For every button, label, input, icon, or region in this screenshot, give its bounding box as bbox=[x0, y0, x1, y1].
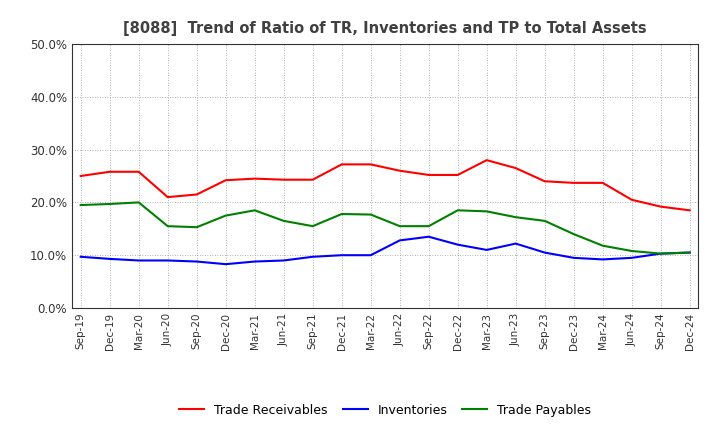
Inventories bbox=[135, 258, 143, 263]
Trade Receivables bbox=[105, 169, 114, 174]
Trade Payables bbox=[685, 250, 694, 255]
Trade Receivables bbox=[366, 162, 375, 167]
Trade Receivables bbox=[192, 192, 201, 197]
Title: [8088]  Trend of Ratio of TR, Inventories and TP to Total Assets: [8088] Trend of Ratio of TR, Inventories… bbox=[123, 21, 647, 36]
Trade Payables bbox=[395, 224, 404, 229]
Line: Trade Receivables: Trade Receivables bbox=[81, 160, 690, 210]
Line: Inventories: Inventories bbox=[81, 237, 690, 264]
Inventories bbox=[482, 247, 491, 253]
Inventories bbox=[105, 256, 114, 261]
Inventories bbox=[251, 259, 259, 264]
Trade Payables bbox=[192, 224, 201, 230]
Trade Payables bbox=[221, 213, 230, 218]
Trade Payables bbox=[454, 208, 462, 213]
Inventories bbox=[541, 250, 549, 255]
Trade Receivables bbox=[76, 173, 85, 179]
Trade Payables bbox=[627, 248, 636, 253]
Trade Receivables bbox=[541, 179, 549, 184]
Inventories bbox=[627, 255, 636, 260]
Trade Receivables bbox=[163, 194, 172, 200]
Trade Receivables bbox=[251, 176, 259, 181]
Trade Receivables bbox=[570, 180, 578, 186]
Trade Payables bbox=[163, 224, 172, 229]
Trade Receivables bbox=[279, 177, 288, 182]
Trade Payables bbox=[424, 224, 433, 229]
Trade Payables bbox=[76, 202, 85, 208]
Inventories bbox=[570, 255, 578, 260]
Inventories bbox=[511, 241, 520, 246]
Trade Receivables bbox=[424, 172, 433, 178]
Trade Receivables bbox=[395, 168, 404, 173]
Trade Payables bbox=[511, 215, 520, 220]
Legend: Trade Receivables, Inventories, Trade Payables: Trade Receivables, Inventories, Trade Pa… bbox=[174, 399, 596, 422]
Trade Payables bbox=[279, 218, 288, 224]
Trade Payables bbox=[308, 224, 317, 229]
Trade Receivables bbox=[657, 204, 665, 209]
Trade Payables bbox=[366, 212, 375, 217]
Inventories bbox=[221, 261, 230, 267]
Inventories bbox=[395, 238, 404, 243]
Trade Payables bbox=[482, 209, 491, 214]
Inventories bbox=[76, 254, 85, 260]
Inventories bbox=[279, 258, 288, 263]
Line: Trade Payables: Trade Payables bbox=[81, 202, 690, 253]
Inventories bbox=[308, 254, 317, 260]
Trade Receivables bbox=[511, 165, 520, 171]
Trade Receivables bbox=[685, 208, 694, 213]
Trade Receivables bbox=[598, 180, 607, 186]
Trade Receivables bbox=[454, 172, 462, 178]
Trade Payables bbox=[541, 218, 549, 224]
Inventories bbox=[454, 242, 462, 247]
Inventories bbox=[338, 253, 346, 258]
Inventories bbox=[192, 259, 201, 264]
Inventories bbox=[366, 253, 375, 258]
Trade Payables bbox=[135, 200, 143, 205]
Inventories bbox=[163, 258, 172, 263]
Trade Receivables bbox=[338, 162, 346, 167]
Trade Receivables bbox=[135, 169, 143, 174]
Trade Payables bbox=[598, 243, 607, 248]
Trade Receivables bbox=[482, 158, 491, 163]
Trade Payables bbox=[251, 208, 259, 213]
Trade Receivables bbox=[221, 178, 230, 183]
Inventories bbox=[424, 234, 433, 239]
Trade Payables bbox=[338, 211, 346, 216]
Trade Payables bbox=[657, 251, 665, 256]
Trade Receivables bbox=[627, 197, 636, 202]
Inventories bbox=[657, 251, 665, 256]
Trade Payables bbox=[570, 231, 578, 237]
Inventories bbox=[685, 250, 694, 255]
Trade Payables bbox=[105, 202, 114, 207]
Inventories bbox=[598, 257, 607, 262]
Trade Receivables bbox=[308, 177, 317, 182]
